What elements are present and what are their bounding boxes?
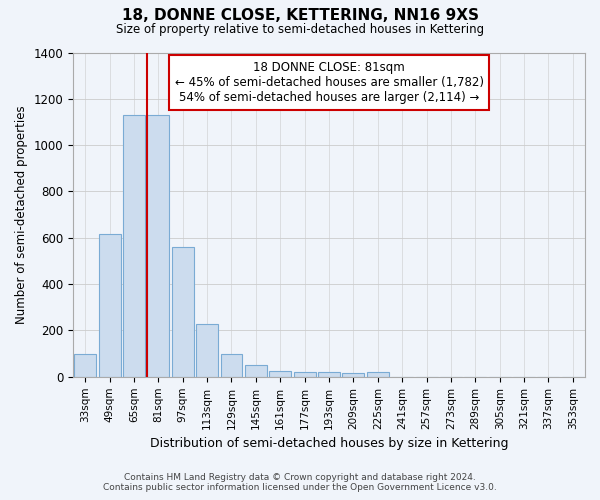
Text: 18 DONNE CLOSE: 81sqm
← 45% of semi-detached houses are smaller (1,782)
54% of s: 18 DONNE CLOSE: 81sqm ← 45% of semi-deta…	[175, 60, 484, 104]
Bar	[293, 372, 316, 377]
Y-axis label: Number of semi-detached properties: Number of semi-detached properties	[15, 106, 28, 324]
Bar	[196, 324, 218, 377]
Bar	[98, 234, 121, 377]
Bar	[269, 371, 291, 377]
Bar	[367, 372, 389, 377]
Bar	[74, 354, 96, 377]
Bar	[221, 354, 242, 377]
Bar	[123, 115, 145, 377]
Bar	[245, 365, 267, 377]
Bar	[172, 247, 194, 377]
X-axis label: Distribution of semi-detached houses by size in Kettering: Distribution of semi-detached houses by …	[150, 437, 508, 450]
Bar	[318, 372, 340, 377]
Bar	[343, 374, 364, 377]
Bar	[148, 115, 169, 377]
Text: Size of property relative to semi-detached houses in Kettering: Size of property relative to semi-detach…	[116, 22, 484, 36]
Text: Contains HM Land Registry data © Crown copyright and database right 2024.
Contai: Contains HM Land Registry data © Crown c…	[103, 473, 497, 492]
Text: 18, DONNE CLOSE, KETTERING, NN16 9XS: 18, DONNE CLOSE, KETTERING, NN16 9XS	[121, 8, 479, 22]
